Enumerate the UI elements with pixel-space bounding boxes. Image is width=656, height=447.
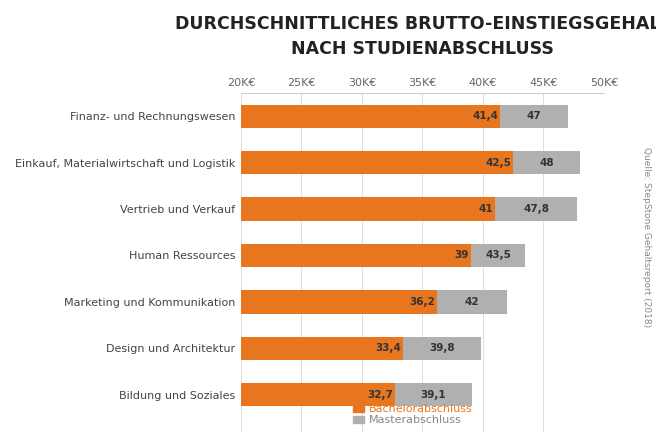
Bar — [241, 151, 580, 174]
Text: 36,2: 36,2 — [409, 297, 435, 307]
Text: 42,5: 42,5 — [485, 158, 512, 168]
Bar — [241, 290, 507, 313]
Bar — [241, 290, 437, 313]
Text: 39,8: 39,8 — [429, 343, 455, 354]
Title: DURCHSCHNITTLICHES BRUTTO-EINSTIEGSGEHALT
NACH STUDIENABSCHLUSS: DURCHSCHNITTLICHES BRUTTO-EINSTIEGSGEHAL… — [175, 15, 656, 58]
Text: 42: 42 — [464, 297, 480, 307]
Bar — [241, 198, 577, 221]
Text: Quelle: StepStone Gehaltsreport (2018): Quelle: StepStone Gehaltsreport (2018) — [642, 147, 651, 327]
Bar — [241, 198, 495, 221]
Text: 47: 47 — [526, 111, 541, 121]
Bar — [241, 383, 395, 406]
Text: 39: 39 — [455, 250, 469, 261]
Bar — [241, 105, 500, 128]
Text: 48: 48 — [539, 158, 554, 168]
Text: 41: 41 — [479, 204, 493, 214]
Text: 33,4: 33,4 — [375, 343, 401, 354]
Text: 47,8: 47,8 — [523, 204, 549, 214]
Bar — [241, 337, 480, 360]
Text: 39,1: 39,1 — [420, 390, 446, 400]
Bar — [241, 383, 472, 406]
Bar — [241, 105, 567, 128]
Text: 32,7: 32,7 — [367, 390, 393, 400]
Bar — [241, 151, 513, 174]
Bar — [241, 337, 403, 360]
Bar — [241, 244, 525, 267]
Text: 43,5: 43,5 — [485, 250, 511, 261]
Text: 41,4: 41,4 — [472, 111, 498, 121]
Bar — [241, 244, 471, 267]
Legend: Bachelorabschluss, Masterabschluss: Bachelorabschluss, Masterabschluss — [348, 399, 478, 430]
